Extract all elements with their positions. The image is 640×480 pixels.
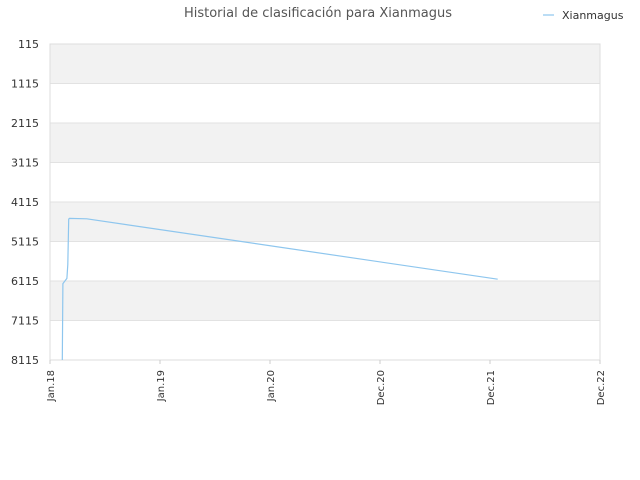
x-axis-ticks: Jan.18 Jan.19 Jan.20 Dec.20 Dec.21 Dec.22 <box>46 360 607 405</box>
y-tick-label: 2115 <box>11 117 39 130</box>
y-tick-label: 6115 <box>11 275 39 288</box>
y-tick-label: 1115 <box>11 78 39 91</box>
y-tick-label: 3115 <box>11 157 39 170</box>
x-tick-label: Dec.21 <box>486 370 497 405</box>
y-tick-label: 5115 <box>11 236 39 249</box>
y-axis-ticks: 115 1115 2115 3115 4115 5115 6115 7115 8115 <box>11 38 39 367</box>
plot-band <box>50 123 600 163</box>
y-tick-label: 8115 <box>11 354 39 367</box>
plot-band <box>50 202 600 242</box>
x-tick-label: Dec.22 <box>596 370 607 405</box>
x-tick-label: Jan.19 <box>156 370 167 402</box>
x-tick-label: Jan.20 <box>266 370 277 402</box>
y-tick-label: 7115 <box>11 315 39 328</box>
plot-band <box>50 281 600 321</box>
legend-label: Xianmagus <box>562 9 624 22</box>
plot-bands <box>50 44 600 321</box>
series-line-xianmagus <box>61 217 498 361</box>
plot-band <box>50 44 600 84</box>
y-tick-label: 4115 <box>11 196 39 209</box>
chart-title: Historial de clasificación para Xianmagu… <box>184 6 452 21</box>
x-tick-label: Dec.20 <box>376 370 387 405</box>
legend: Xianmagus <box>543 9 624 22</box>
plot-frame <box>49 43 601 361</box>
x-tick-label: Jan.18 <box>46 370 57 402</box>
y-tick-label: 115 <box>18 38 39 51</box>
